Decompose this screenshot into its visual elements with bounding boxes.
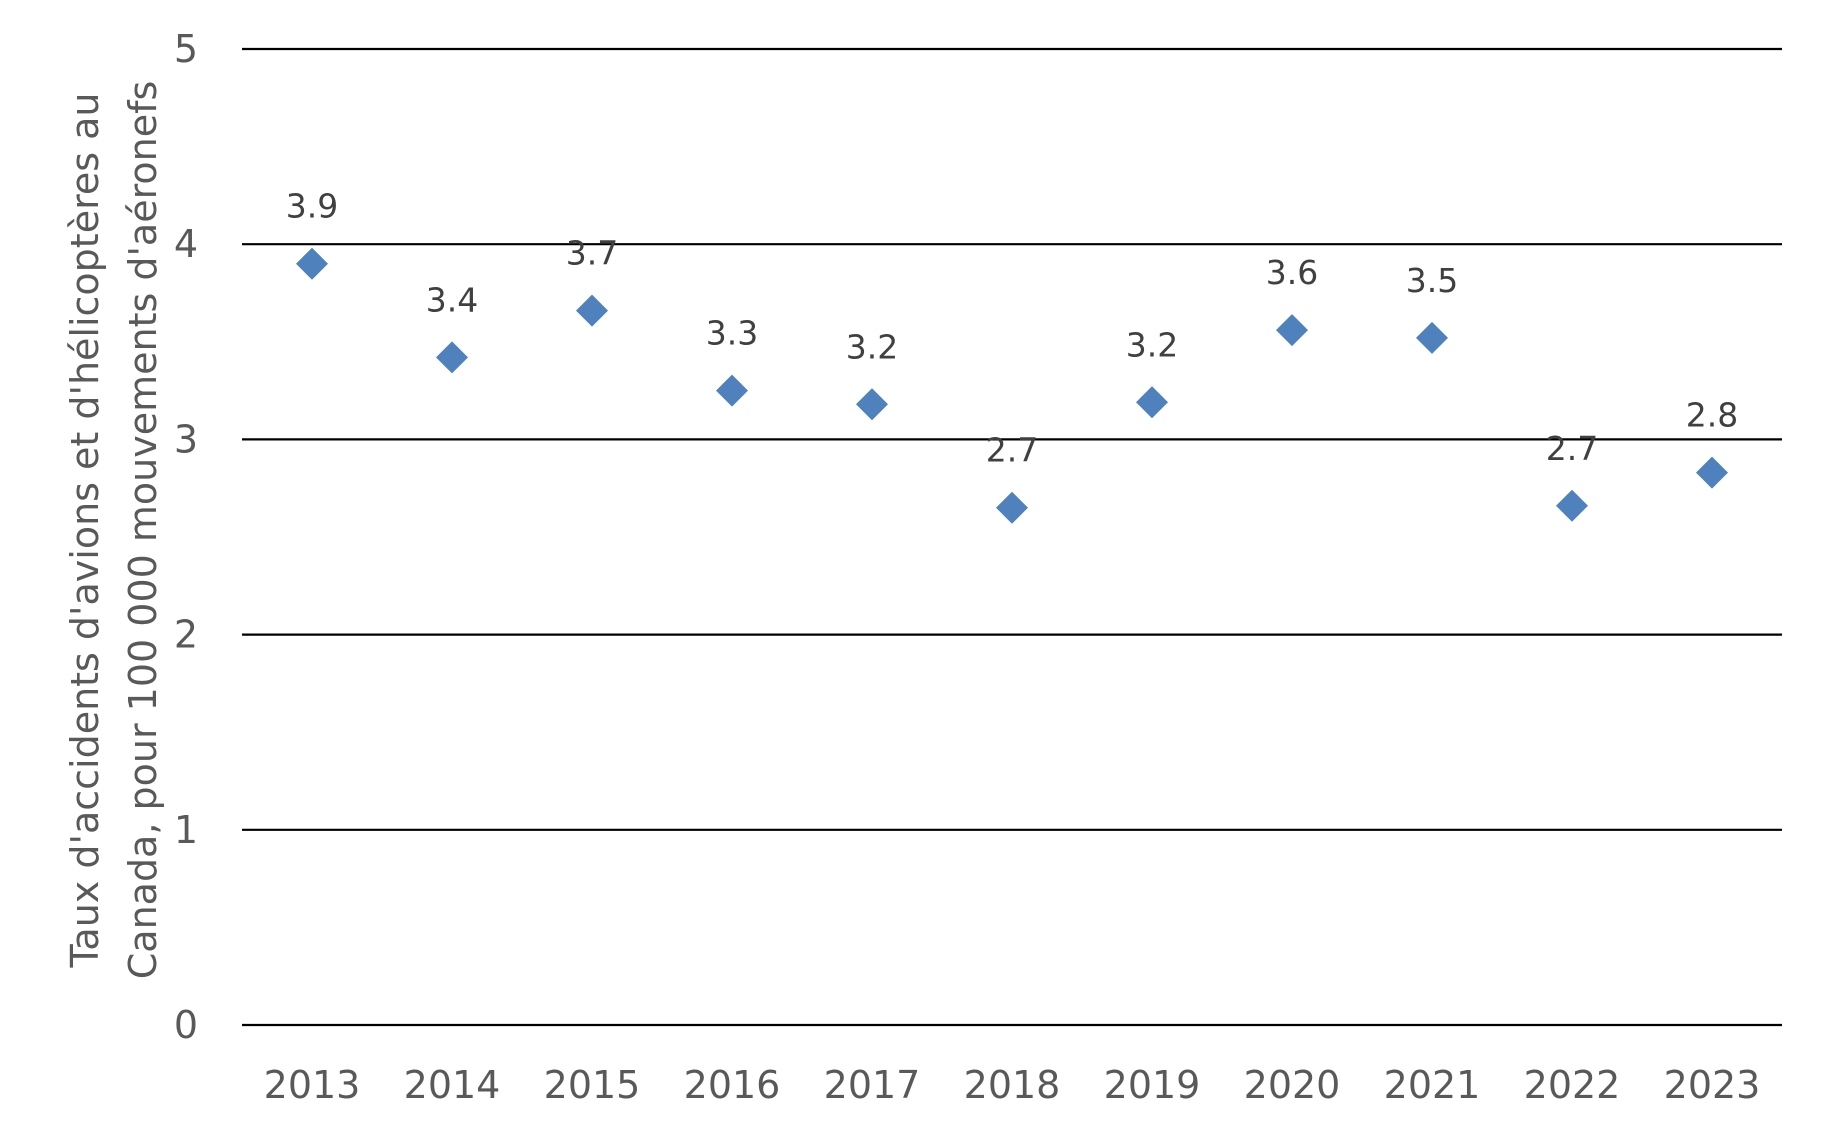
y-axis-title-line-2: Canada, pour 100 000 mouvements d'aérone…: [121, 81, 165, 980]
data-point-2022: [1556, 489, 1588, 522]
data-point-2017: [856, 388, 888, 421]
data-label-2013: 3.9: [286, 187, 338, 226]
x-tick-label: 2021: [1384, 1063, 1481, 1107]
data-label-2022: 2.7: [1546, 429, 1598, 468]
y-tick-label: 3: [174, 417, 198, 461]
data-point-2023: [1696, 456, 1728, 489]
y-tick-label: 2: [174, 613, 198, 657]
y-axis-title: Taux d'accidents d'avions et d'hélicoptè…: [63, 81, 165, 980]
gridlines: [242, 47, 1782, 1027]
data-point-2020: [1276, 314, 1308, 347]
data-label-2017: 3.2: [846, 327, 898, 366]
data-label-2020: 3.6: [1266, 253, 1318, 292]
data-label-2014: 3.4: [426, 280, 478, 319]
y-tick-label: 0: [174, 1003, 198, 1047]
x-tick-label: 2020: [1244, 1063, 1341, 1107]
y-tick-label: 5: [174, 27, 198, 71]
data-label-2015: 3.7: [566, 234, 618, 273]
data-point-2019: [1136, 386, 1168, 419]
x-tick-label: 2023: [1664, 1063, 1761, 1107]
data-point-2021: [1416, 321, 1448, 354]
data-point-2015: [576, 294, 608, 327]
x-axis-ticks: 2013 2014 2015 2016 2017 2018 2019 2020 2021 2022…: [264, 1063, 1761, 1107]
x-tick-label: 2015: [544, 1063, 641, 1107]
data-label-2016: 3.3: [706, 314, 758, 353]
data-points: [296, 247, 1728, 524]
data-point-2014: [436, 341, 468, 374]
data-label-2021: 3.5: [1406, 261, 1458, 300]
y-tick-label: 4: [174, 222, 198, 266]
x-tick-label: 2018: [964, 1063, 1061, 1107]
x-tick-label: 2016: [684, 1063, 781, 1107]
data-label-2023: 2.8: [1686, 396, 1738, 435]
y-axis-ticks: 0 1 2 3 4 5: [174, 27, 198, 1047]
x-tick-label: 2022: [1524, 1063, 1621, 1107]
data-label-2019: 3.2: [1126, 325, 1178, 364]
y-tick-label: 1: [174, 808, 198, 852]
data-point-2013: [296, 247, 328, 280]
x-tick-label: 2019: [1104, 1063, 1201, 1107]
x-tick-label: 2014: [404, 1063, 501, 1107]
data-point-2018: [996, 491, 1028, 524]
x-tick-label: 2013: [264, 1063, 361, 1107]
data-point-2016: [716, 374, 748, 407]
x-tick-label: 2017: [824, 1063, 921, 1107]
y-axis-title-line-1: Taux d'accidents d'avions et d'hélicoptè…: [63, 93, 107, 969]
data-label-2018: 2.7: [986, 431, 1038, 470]
data-labels: 3.9 3.4 3.7 3.3 3.2 2.7 3.2 3.6 3.5 2.7 2.8: [286, 187, 1738, 470]
